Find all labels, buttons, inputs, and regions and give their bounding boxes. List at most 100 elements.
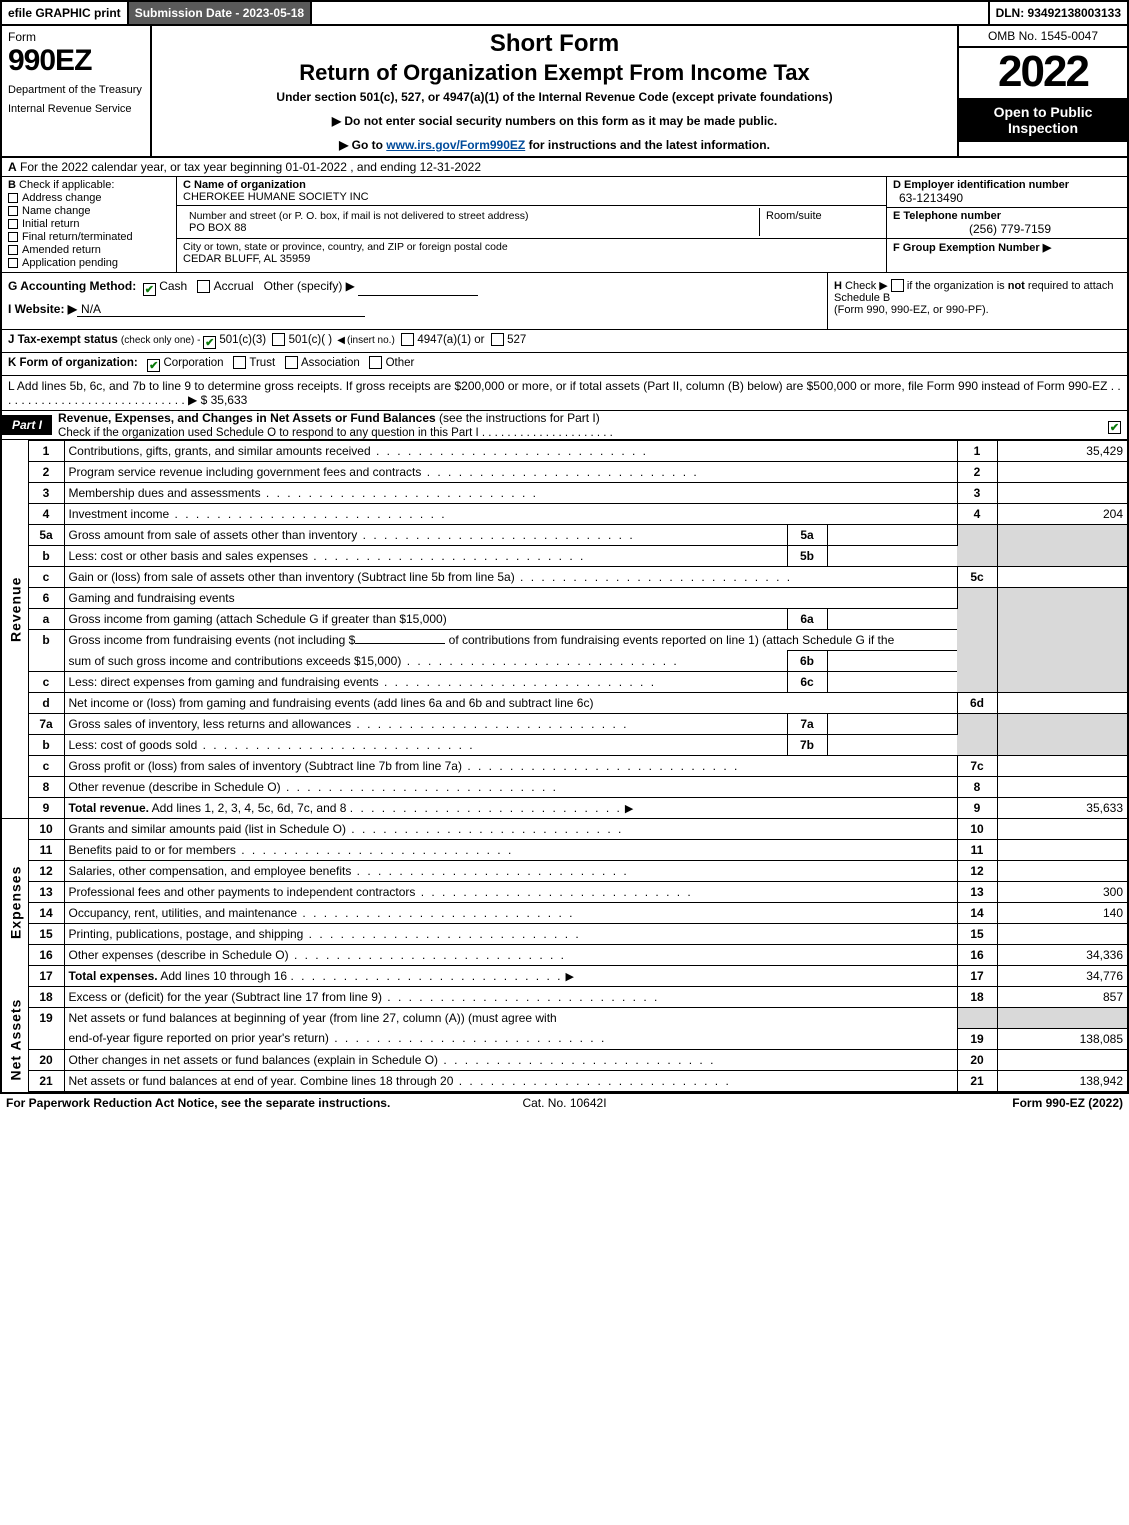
goto-line: ▶ Go to www.irs.gov/Form990EZ for instru… xyxy=(339,138,770,152)
chk-address-change[interactable] xyxy=(8,193,18,203)
goto-pre: ▶ Go to xyxy=(339,138,386,152)
dln: DLN: 93492138003133 xyxy=(988,2,1127,24)
l-row: L Add lines 5b, 6c, and 7b to line 9 to … xyxy=(2,376,1127,411)
i-line: I Website: ▶N/A xyxy=(8,302,821,317)
val-19: 138,085 xyxy=(997,1028,1127,1049)
part-i-tag: Part I xyxy=(2,415,52,435)
chk-trust[interactable] xyxy=(233,356,246,369)
val-20 xyxy=(997,1049,1127,1070)
val-11 xyxy=(997,840,1127,861)
chk-527[interactable] xyxy=(491,333,504,346)
val-21: 138,942 xyxy=(997,1070,1127,1091)
omb-number: OMB No. 1545-0047 xyxy=(959,26,1127,48)
footer-cat: Cat. No. 10642I xyxy=(522,1096,606,1110)
footer-left: For Paperwork Reduction Act Notice, see … xyxy=(6,1096,390,1110)
val-5c xyxy=(997,567,1127,588)
under-section: Under section 501(c), 527, or 4947(a)(1)… xyxy=(276,90,832,104)
top-bar: efile GRAPHIC print Submission Date - 20… xyxy=(0,0,1129,26)
val-17: 34,776 xyxy=(997,966,1127,987)
chk-app-pending[interactable] xyxy=(8,258,18,268)
ghi-row: G Accounting Method: Cash Accrual Other … xyxy=(2,273,1127,330)
val-4: 204 xyxy=(997,504,1127,525)
page-footer: For Paperwork Reduction Act Notice, see … xyxy=(0,1094,1129,1112)
b-label: Check if applicable: xyxy=(19,179,114,191)
c-name-lbl: C Name of organization xyxy=(183,179,306,191)
dept-treasury: Department of the Treasury xyxy=(8,84,144,97)
c-street-lbl: Number and street (or P. O. box, if mail… xyxy=(189,210,528,222)
chk-assoc[interactable] xyxy=(285,356,298,369)
e-lbl: E Telephone number xyxy=(893,210,1001,222)
dept-irs: Internal Revenue Service xyxy=(8,103,144,116)
bcd-row: B Check if applicable: Address change Na… xyxy=(2,177,1127,273)
val-7c xyxy=(997,756,1127,777)
ssn-warning: ▶ Do not enter social security numbers o… xyxy=(332,114,777,128)
val-10 xyxy=(997,819,1127,840)
tax-year: 2022 xyxy=(959,48,1127,94)
chk-part-i-sched-o[interactable] xyxy=(1108,421,1121,434)
part-i-header: Part I Revenue, Expenses, and Changes in… xyxy=(2,411,1127,440)
col-def: D Employer identification number 63-1213… xyxy=(887,177,1127,272)
form-number: 990EZ xyxy=(8,44,144,78)
d-lbl: D Employer identification number xyxy=(893,179,1069,191)
chk-final-return[interactable] xyxy=(8,232,18,242)
chk-corp[interactable] xyxy=(147,359,160,372)
row-a: A For the 2022 calendar year, or tax yea… xyxy=(2,158,1127,177)
chk-501c[interactable] xyxy=(272,333,285,346)
form-word: Form xyxy=(8,30,144,44)
val-16: 34,336 xyxy=(997,945,1127,966)
form-title-block: Short Form Return of Organization Exempt… xyxy=(152,26,957,156)
org-street: PO BOX 88 xyxy=(189,222,246,234)
ein-value: 63-1213490 xyxy=(893,191,1121,205)
val-2 xyxy=(997,462,1127,483)
website-value: N/A xyxy=(77,302,105,317)
val-14: 140 xyxy=(997,903,1127,924)
chk-accrual[interactable] xyxy=(197,280,210,293)
org-city: CEDAR BLUFF, AL 35959 xyxy=(183,253,310,265)
col-b: B Check if applicable: Address change Na… xyxy=(2,177,177,272)
chk-4947[interactable] xyxy=(401,333,414,346)
val-15 xyxy=(997,924,1127,945)
chk-initial-return[interactable] xyxy=(8,219,18,229)
c-city-lbl: City or town, state or province, country… xyxy=(183,241,508,253)
val-9: 35,633 xyxy=(997,798,1127,819)
side-revenue: Revenue xyxy=(2,441,28,777)
side-net-assets: Net Assets xyxy=(2,987,28,1092)
irs-link[interactable]: www.irs.gov/Form990EZ xyxy=(386,138,525,152)
f-lbl: F Group Exemption Number ▶ xyxy=(893,242,1051,254)
chk-501c3[interactable] xyxy=(203,336,216,349)
side-expenses: Expenses xyxy=(2,819,28,987)
chk-h[interactable] xyxy=(891,279,904,292)
val-8 xyxy=(997,777,1127,798)
efile-label[interactable]: efile GRAPHIC print xyxy=(2,2,129,24)
col-c: C Name of organization CHEROKEE HUMANE S… xyxy=(177,177,887,272)
j-row: J Tax-exempt status (check only one) ‑ 5… xyxy=(2,330,1127,353)
chk-amended[interactable] xyxy=(8,245,18,255)
gross-receipts: 35,633 xyxy=(211,393,248,407)
form-body: Form 990EZ Department of the Treasury In… xyxy=(0,26,1129,1094)
h-block: H Check ▶ if the organization is not req… xyxy=(827,273,1127,329)
val-18: 857 xyxy=(997,987,1127,1008)
return-title: Return of Organization Exempt From Incom… xyxy=(299,60,810,86)
chk-cash[interactable] xyxy=(143,283,156,296)
open-public: Open to Public Inspection xyxy=(959,98,1127,142)
g-line: G Accounting Method: Cash Accrual Other … xyxy=(8,279,821,296)
val-1: 35,429 xyxy=(997,441,1127,462)
k-row: K Form of organization: Corporation Trus… xyxy=(2,353,1127,376)
val-13: 300 xyxy=(997,882,1127,903)
phone-value: (256) 779-7159 xyxy=(893,222,1121,236)
val-12 xyxy=(997,861,1127,882)
chk-name-change[interactable] xyxy=(8,206,18,216)
form-header: Form 990EZ Department of the Treasury In… xyxy=(2,26,1127,158)
footer-right: Form 990-EZ (2022) xyxy=(1012,1096,1123,1110)
form-id-block: Form 990EZ Department of the Treasury In… xyxy=(2,26,152,156)
row-a-text: For the 2022 calendar year, or tax year … xyxy=(20,160,481,174)
org-name: CHEROKEE HUMANE SOCIETY INC xyxy=(183,191,369,203)
form-meta-block: OMB No. 1545-0047 2022 Open to Public In… xyxy=(957,26,1127,156)
val-3 xyxy=(997,483,1127,504)
part-i-table: Revenue 1 Contributions, gifts, grants, … xyxy=(2,440,1127,1092)
short-form-title: Short Form xyxy=(490,30,619,58)
room-lbl: Room/suite xyxy=(766,210,822,222)
goto-post: for instructions and the latest informat… xyxy=(525,138,770,152)
chk-other-org[interactable] xyxy=(369,356,382,369)
val-6d xyxy=(997,693,1127,714)
